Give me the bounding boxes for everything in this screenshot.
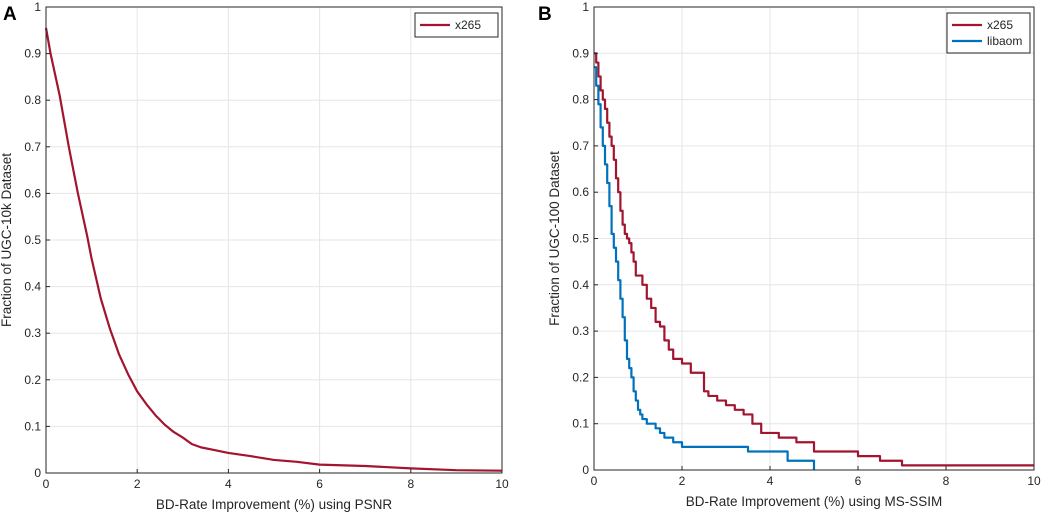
x-tick-label: 4 <box>767 474 774 488</box>
x-tick-labels-a: 0 2 4 6 8 10 <box>43 477 509 491</box>
x-tick-label: 6 <box>855 474 862 488</box>
series-line-libaom <box>594 66 816 470</box>
legend-b: x265 libaom <box>946 12 1031 54</box>
x-tick-label: 8 <box>407 477 414 491</box>
y-axis-label-a: Fraction of UGC-10k Dataset <box>0 153 14 327</box>
x-tick-label: 8 <box>943 474 950 488</box>
legend-label-x265: x265 <box>987 18 1013 32</box>
y-tick-label: 0.7 <box>24 140 41 154</box>
y-tick-label: 0.8 <box>572 93 589 107</box>
y-tick-label: 0.6 <box>572 185 589 199</box>
legend-box <box>946 12 1031 54</box>
y-tick-label: 0.3 <box>24 326 41 340</box>
y-tick-label: 0.8 <box>24 93 41 107</box>
panel-label-b: B <box>538 4 552 25</box>
y-axis-label-b: Fraction of UGC-100 Dataset <box>547 151 562 326</box>
y-tick-label: 0.5 <box>24 233 41 247</box>
series-line-x265 <box>44 27 503 472</box>
x-axis-label-a: BD-Rate Improvement (%) using PSNR <box>156 497 393 512</box>
legend-label-libaom: libaom <box>987 34 1022 48</box>
legend-label-x265: x265 <box>455 18 481 32</box>
y-tick-labels-b: 0 0.1 0.2 0.3 0.4 0.5 0.6 0.7 0.8 0.9 1 <box>572 0 589 477</box>
y-tick-label: 0.6 <box>24 186 41 200</box>
x-tick-label: 0 <box>43 477 50 491</box>
y-tick-label: 0.5 <box>572 232 589 246</box>
x-tick-label: 2 <box>134 477 141 491</box>
x-tick-label: 6 <box>316 477 323 491</box>
y-tick-label: 0.4 <box>24 280 41 294</box>
x-tick-label: 2 <box>679 474 686 488</box>
chart-panel-b: 0 2 4 6 8 10 0 0.1 0.2 0.3 0.4 0.5 0.6 0.7 0.8 0.9 1 BD… <box>538 0 1041 509</box>
x-tick-label: 10 <box>495 477 509 491</box>
y-tick-label: 0 <box>582 463 589 477</box>
y-tick-label: 0.2 <box>572 370 589 384</box>
x-axis-label-b: BD-Rate Improvement (%) using MS-SSIM <box>686 494 943 509</box>
series-line-x265 <box>594 52 1034 467</box>
y-tick-label: 0.2 <box>24 373 41 387</box>
y-tick-label: 1 <box>582 0 589 14</box>
x-tick-label: 0 <box>591 474 598 488</box>
x-tick-labels-b: 0 2 4 6 8 10 <box>591 474 1041 488</box>
x-tick-label: 10 <box>1027 474 1041 488</box>
panel-label-a: A <box>3 4 17 25</box>
y-tick-label: 0.9 <box>572 46 589 60</box>
series-layer-a <box>44 27 503 472</box>
x-tick-label: 4 <box>225 477 232 491</box>
y-tick-label: 0.1 <box>572 417 589 431</box>
y-tick-label: 0 <box>34 466 41 480</box>
series-layer-b <box>594 52 1034 470</box>
y-tick-label: 0.3 <box>572 324 589 338</box>
y-tick-label: 0.7 <box>572 139 589 153</box>
chart-panel-a: 0 2 4 6 8 10 0 0.1 0.2 0.3 0.4 0.5 0.6 0.7 0.8 0.9 1 BD… <box>0 0 509 512</box>
y-tick-label: 0.9 <box>24 47 41 61</box>
y-tick-label: 0.1 <box>24 419 41 433</box>
y-tick-labels-a: 0 0.1 0.2 0.3 0.4 0.5 0.6 0.7 0.8 0.9 1 <box>24 0 41 480</box>
y-tick-label: 1 <box>34 0 41 14</box>
legend-a: x265 <box>414 12 499 38</box>
y-tick-label: 0.4 <box>572 278 589 292</box>
